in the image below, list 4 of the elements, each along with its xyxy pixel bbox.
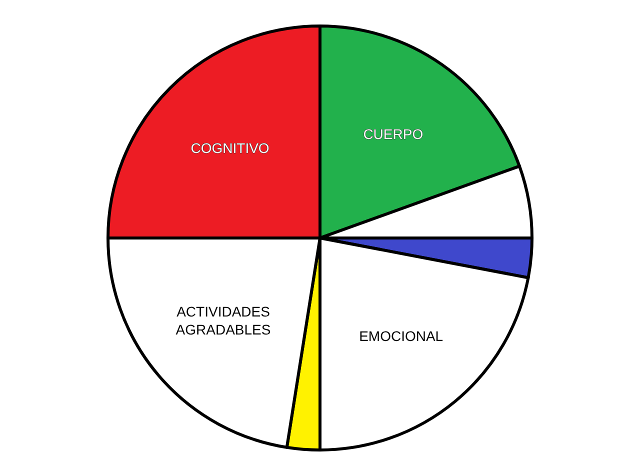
slice-label: EMOCIONAL <box>359 328 444 344</box>
slice-label: COGNITIVO <box>190 140 270 156</box>
slice-label: CUERPO <box>363 126 424 142</box>
slice-label: ACTIVIDADES AGRADABLES <box>176 304 271 338</box>
